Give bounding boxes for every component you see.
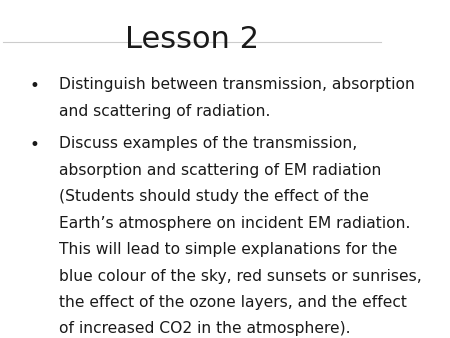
- Text: (Students should study the effect of the: (Students should study the effect of the: [59, 189, 369, 204]
- Text: This will lead to simple explanations for the: This will lead to simple explanations fo…: [59, 242, 398, 257]
- Text: Earth’s atmosphere on incident EM radiation.: Earth’s atmosphere on incident EM radiat…: [59, 216, 411, 231]
- Text: the effect of the ozone layers, and the effect: the effect of the ozone layers, and the …: [59, 295, 407, 310]
- Text: blue colour of the sky, red sunsets or sunrises,: blue colour of the sky, red sunsets or s…: [59, 269, 422, 284]
- Text: •: •: [29, 137, 39, 154]
- Text: Distinguish between transmission, absorption: Distinguish between transmission, absorp…: [59, 77, 415, 92]
- Text: of increased CO2 in the atmosphere).: of increased CO2 in the atmosphere).: [59, 321, 351, 337]
- Text: absorption and scattering of EM radiation: absorption and scattering of EM radiatio…: [59, 163, 382, 178]
- Text: and scattering of radiation.: and scattering of radiation.: [59, 104, 271, 119]
- Text: •: •: [29, 77, 39, 95]
- Text: Lesson 2: Lesson 2: [125, 25, 259, 53]
- Text: Discuss examples of the transmission,: Discuss examples of the transmission,: [59, 137, 358, 151]
